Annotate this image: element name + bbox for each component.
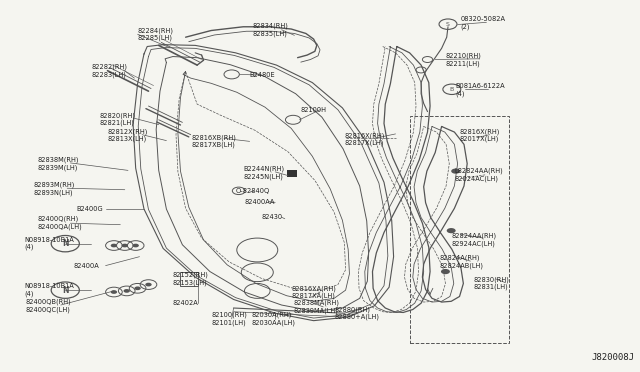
Text: 82400A: 82400A: [74, 263, 99, 269]
Text: 82030A(RH)
82030AA(LH): 82030A(RH) 82030AA(LH): [252, 312, 296, 326]
Text: 82816X(RH)
82817X(LH): 82816X(RH) 82817X(LH): [344, 132, 385, 146]
Text: B2244N(RH)
82245N(LH): B2244N(RH) 82245N(LH): [243, 166, 284, 180]
Text: 82400QB(RH)
82400QC(LH): 82400QB(RH) 82400QC(LH): [26, 299, 71, 313]
Circle shape: [447, 228, 456, 233]
Text: B2400G: B2400G: [77, 206, 104, 212]
FancyBboxPatch shape: [287, 170, 297, 177]
Text: 82100H: 82100H: [301, 107, 327, 113]
Circle shape: [145, 283, 152, 286]
Text: 82824A(RH)
82824AB(LH): 82824A(RH) 82824AB(LH): [439, 255, 483, 269]
Text: 82838MA(RH)
82839MA(LH): 82838MA(RH) 82839MA(LH): [293, 300, 339, 314]
Text: B: B: [450, 87, 454, 92]
Text: 82893M(RH)
82893N(LH): 82893M(RH) 82893N(LH): [34, 182, 76, 196]
Circle shape: [111, 244, 117, 247]
Text: 82816XB(RH)
82817XB(LH): 82816XB(RH) 82817XB(LH): [192, 134, 237, 148]
Text: 82400Q(RH)
82400QA(LH): 82400Q(RH) 82400QA(LH): [37, 216, 82, 230]
Circle shape: [122, 244, 128, 247]
Circle shape: [124, 289, 130, 293]
Text: 82830(RH)
82831(LH): 82830(RH) 82831(LH): [474, 276, 509, 291]
Text: 82152(RH)
82153(LH): 82152(RH) 82153(LH): [173, 272, 209, 286]
Text: 82838M(RH)
82839M(LH): 82838M(RH) 82839M(LH): [37, 157, 79, 171]
Text: 82812X(RH)
82813X(LH): 82812X(RH) 82813X(LH): [108, 128, 148, 142]
Text: N: N: [62, 239, 68, 248]
Text: 82402A: 82402A: [173, 300, 198, 306]
Text: 82834(RH)
82835(LH): 82834(RH) 82835(LH): [253, 23, 289, 37]
Text: 82430: 82430: [261, 214, 282, 220]
Text: 82824AA(RH)
82924AC(LH): 82824AA(RH) 82924AC(LH): [451, 232, 497, 247]
Text: 82400AA: 82400AA: [244, 199, 275, 205]
Circle shape: [132, 244, 139, 247]
Text: L82824AA(RH)
82024AC(LH): L82824AA(RH) 82024AC(LH): [454, 168, 503, 182]
Text: B2480E: B2480E: [250, 72, 275, 78]
Text: 82100(RH)
82101(LH): 82100(RH) 82101(LH): [211, 312, 247, 326]
Text: 82284(RH)
82285(LH): 82284(RH) 82285(LH): [138, 27, 173, 41]
Circle shape: [451, 169, 460, 174]
Text: J820008J: J820008J: [592, 353, 635, 362]
Text: 82816X(RH)
82017X(LH): 82816X(RH) 82017X(LH): [460, 128, 500, 142]
Text: 82816XA(RH)
82817XA(LH): 82816XA(RH) 82817XA(LH): [291, 285, 336, 299]
Circle shape: [134, 286, 141, 290]
Circle shape: [441, 269, 450, 274]
Text: B081A6-6122A
(4): B081A6-6122A (4): [456, 83, 506, 97]
Text: 82880(RH)
82880+A(LH): 82880(RH) 82880+A(LH): [334, 306, 379, 320]
Text: 08320-5082A
(2): 08320-5082A (2): [461, 16, 506, 30]
Text: N08918-10B1A
(4): N08918-10B1A (4): [24, 283, 74, 297]
Circle shape: [111, 290, 117, 294]
Text: S: S: [446, 22, 450, 27]
Text: O-82840Q: O-82840Q: [236, 188, 270, 194]
Text: 82210(RH)
82211(LH): 82210(RH) 82211(LH): [445, 52, 481, 67]
Text: 82820(RH)
82821(LH): 82820(RH) 82821(LH): [99, 112, 135, 126]
Text: N: N: [62, 286, 68, 295]
Text: 82282(RH)
82283(LH): 82282(RH) 82283(LH): [92, 64, 127, 78]
Text: N08918-10B1A
(4): N08918-10B1A (4): [24, 237, 74, 250]
